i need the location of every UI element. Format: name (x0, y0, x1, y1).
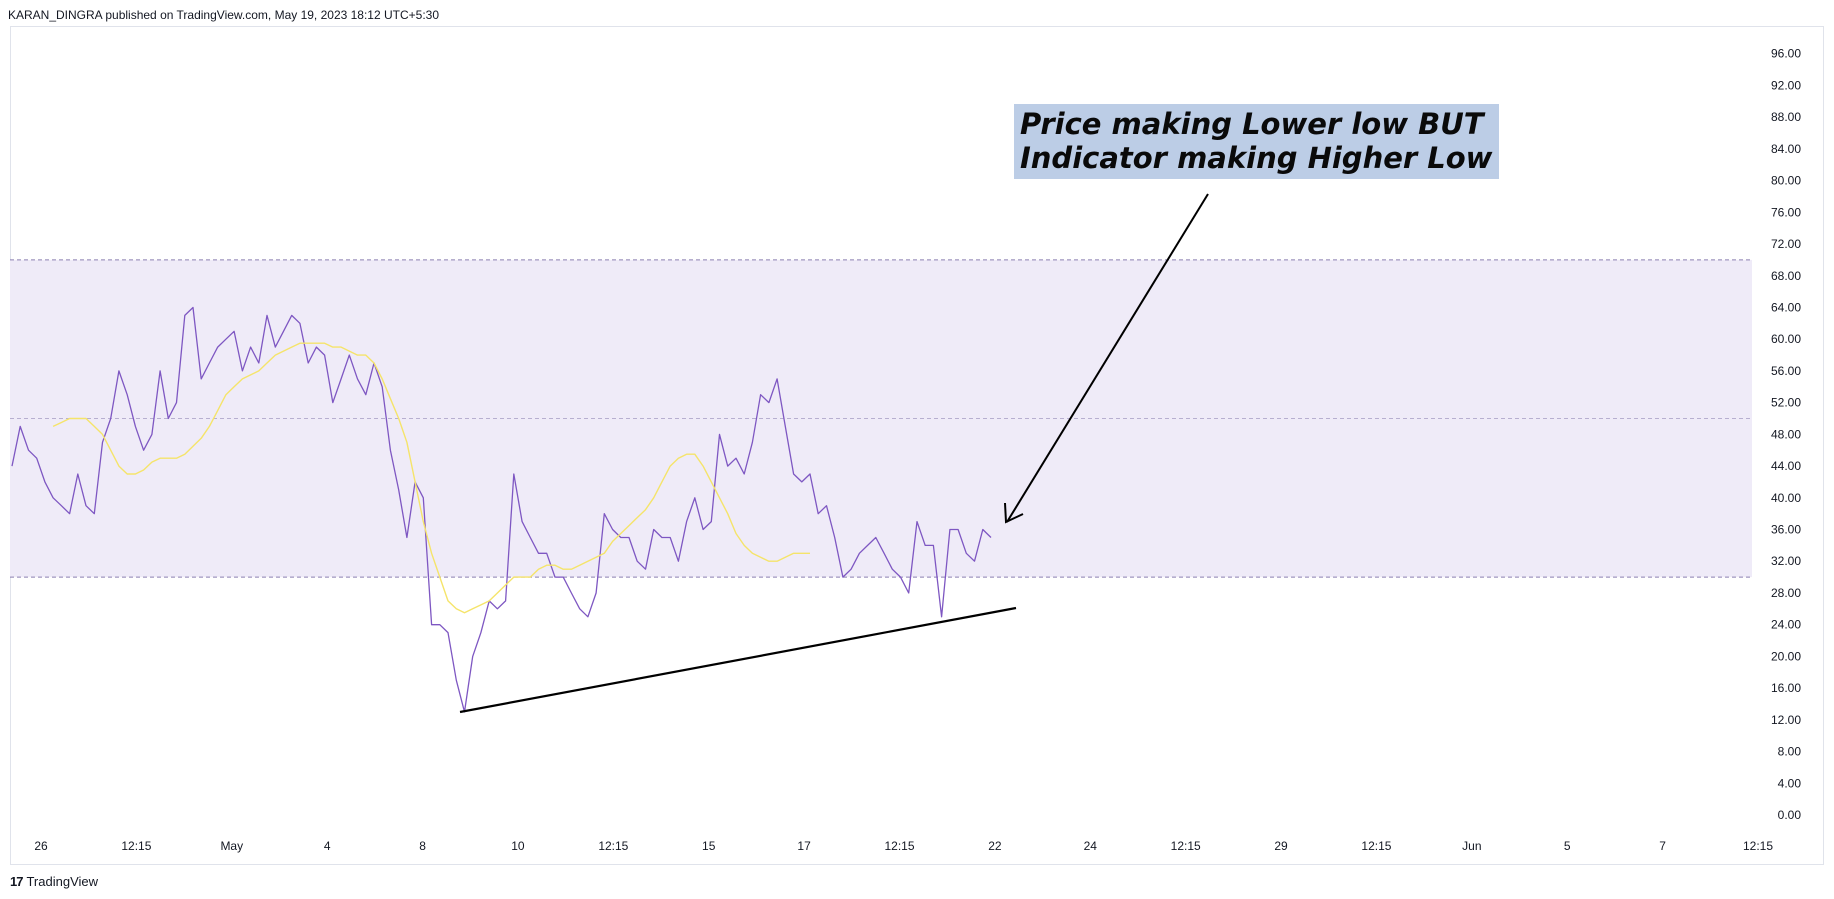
x-tick-label: 10 (511, 839, 525, 853)
brand-name: TradingView (26, 874, 99, 889)
x-tick-label: 8 (419, 839, 426, 853)
y-tick-label: 40.00 (1771, 491, 1801, 505)
y-tick-label: 68.00 (1771, 269, 1801, 283)
y-tick-label: 0.00 (1778, 808, 1802, 822)
y-tick-label: 64.00 (1771, 300, 1801, 314)
x-tick-label: 4 (324, 839, 331, 853)
y-tick-label: 20.00 (1771, 649, 1801, 663)
y-tick-label: 36.00 (1771, 523, 1801, 537)
x-tick-label: 5 (1564, 839, 1571, 853)
x-tick-label: 12:15 (1171, 839, 1201, 853)
y-tick-label: 4.00 (1778, 776, 1802, 790)
y-tick-label: 16.00 (1771, 681, 1801, 695)
drawing-layer (459, 193, 1209, 714)
x-tick-label: 12:15 (121, 839, 151, 853)
annotation-arrow-head (1004, 502, 1024, 524)
y-tick-label: 8.00 (1778, 745, 1802, 759)
x-axis: 26 12:15 May 4 8 10 12:15 15 17 12:15 22 24 12:15 29 1… (34, 839, 1773, 853)
series-layer (11, 306, 992, 713)
annotation-line-2: Indicator making Higher Low (1020, 141, 1493, 175)
y-tick-label: 92.00 (1771, 78, 1801, 92)
annotation-label: Price making Lower low BUT Indicator mak… (1014, 104, 1500, 179)
footer: 17 TradingView (10, 874, 98, 889)
x-tick-label: 7 (1659, 839, 1666, 853)
x-tick-label: 22 (988, 839, 1002, 853)
annotation-line-1: Price making Lower low BUT (1020, 107, 1484, 141)
x-tick-label: 12:15 (1743, 839, 1773, 853)
publish-info: KARAN_DINGRA published on TradingView.co… (8, 8, 440, 22)
y-tick-label: 60.00 (1771, 332, 1801, 346)
y-tick-label: 96.00 (1771, 47, 1801, 61)
x-tick-label: 12:15 (1361, 839, 1391, 853)
y-tick-label: 32.00 (1771, 554, 1801, 568)
y-tick-label: 12.00 (1771, 713, 1801, 727)
x-tick-label: 24 (1084, 839, 1098, 853)
x-tick-label: 29 (1274, 839, 1288, 853)
indicator-line (11, 306, 992, 713)
tradingview-logo-icon: 17 (10, 874, 24, 889)
y-axis: 96.00 92.00 88.00 84.00 80.00 76.00 72.00 68.00… (1771, 47, 1801, 822)
x-tick-label: 12:15 (884, 839, 914, 853)
y-tick-label: 52.00 (1771, 396, 1801, 410)
y-tick-label: 48.00 (1771, 427, 1801, 441)
y-tick-label: 84.00 (1771, 142, 1801, 156)
y-tick-label: 28.00 (1771, 586, 1801, 600)
x-tick-label: 12:15 (598, 839, 628, 853)
x-tick-label: Jun (1462, 839, 1481, 853)
y-tick-label: 44.00 (1771, 459, 1801, 473)
trendline (459, 606, 1017, 714)
signal-line (52, 342, 810, 614)
x-tick-label: 15 (702, 839, 716, 853)
y-tick-label: 72.00 (1771, 237, 1801, 251)
x-tick-label: 26 (34, 839, 48, 853)
y-tick-label: 80.00 (1771, 174, 1801, 188)
x-tick-label: 17 (797, 839, 811, 853)
y-tick-label: 56.00 (1771, 364, 1801, 378)
y-tick-label: 76.00 (1771, 205, 1801, 219)
annotation-arrow-shaft (1006, 193, 1209, 523)
band-layer (10, 259, 1752, 578)
y-tick-label: 24.00 (1771, 618, 1801, 632)
x-tick-label: May (220, 839, 243, 853)
y-tick-label: 88.00 (1771, 110, 1801, 124)
